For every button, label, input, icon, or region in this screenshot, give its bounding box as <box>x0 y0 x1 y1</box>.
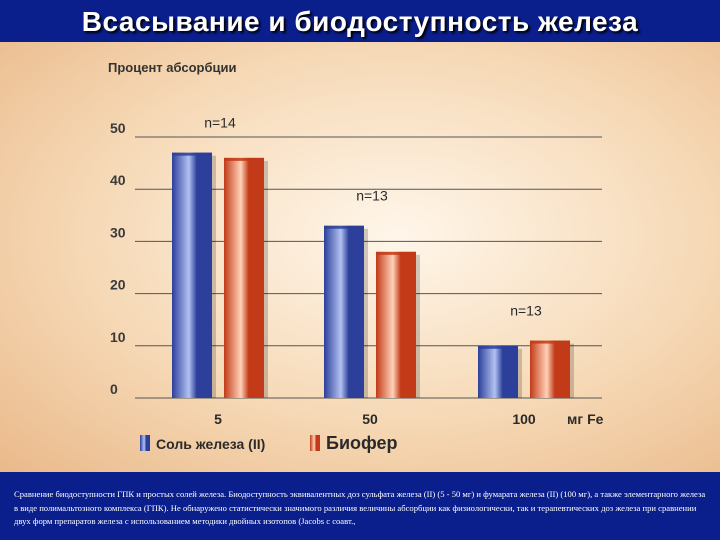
y-tick-label: 0 <box>110 381 118 397</box>
group-n-label: n=14 <box>204 115 236 131</box>
bar-iron-salt <box>172 152 212 398</box>
y-tick-label: 30 <box>110 224 126 240</box>
slide-header: Всасывание и биодоступность железа <box>0 0 720 42</box>
y-axis-title: Процент абсорбции <box>108 60 236 75</box>
x-tick-label: 5 <box>214 411 222 427</box>
figure-caption: Сравнение биодоступности ГПК и простых с… <box>14 489 706 526</box>
x-axis-unit: мг Fe <box>567 411 604 427</box>
legend-swatch <box>140 435 150 451</box>
y-tick-label: 20 <box>110 277 126 293</box>
bar-chart: Процент абсорбции 0 10 20 30 40 50 n=14 5 n=13 50 n… <box>108 60 604 453</box>
bar-cap <box>324 225 364 229</box>
group-n-label: n=13 <box>510 303 542 319</box>
legend-label: Соль железа (II) <box>156 436 265 452</box>
y-tick-label: 50 <box>110 120 126 136</box>
bar-cap <box>530 340 570 344</box>
bar-iron-salt <box>478 345 518 398</box>
group-n-label: n=13 <box>356 188 388 204</box>
bar-biofer <box>376 251 416 398</box>
y-tick-label: 40 <box>110 172 126 188</box>
x-tick-label: 50 <box>362 411 378 427</box>
y-tick-label: 10 <box>110 329 126 345</box>
bar-cap <box>478 345 518 349</box>
bar-iron-salt <box>324 225 364 398</box>
bar-cap <box>224 157 264 161</box>
bar-cap <box>172 152 212 156</box>
chart-panel: Процент абсорбции 0 10 20 30 40 50 n=14 5 n=13 50 n… <box>0 42 720 472</box>
bar-biofer <box>224 157 264 398</box>
slide-title: Всасывание и биодоступность железа <box>81 6 639 37</box>
legend-label: Биофер <box>326 433 398 453</box>
bar-cap <box>376 251 416 255</box>
legend-swatch <box>310 435 320 451</box>
bar-biofer <box>530 340 570 398</box>
x-tick-label: 100 <box>512 411 536 427</box>
